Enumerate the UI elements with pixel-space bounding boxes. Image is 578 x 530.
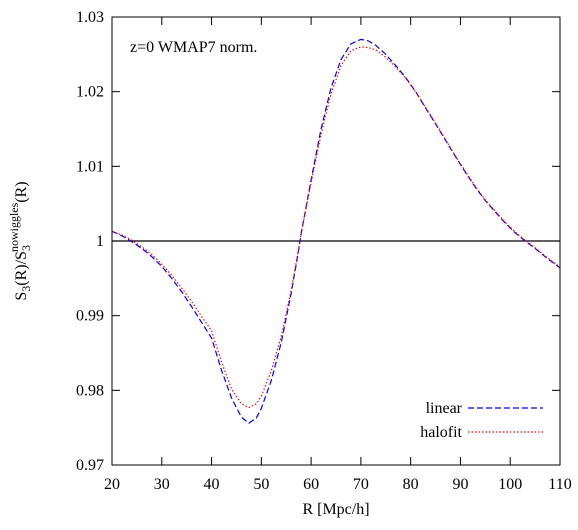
x-tick-label: 110 [548,476,571,493]
series-line-halofit [111,46,561,409]
x-tick-label: 40 [204,476,220,493]
y-tick-label: 0.98 [76,382,104,399]
legend-label-halofit: halofit [420,424,462,441]
y-tick-label: 1.02 [76,84,104,101]
y-label-sub1: 3 [19,286,33,292]
x-tick-label: 80 [403,476,419,493]
series-layer [111,38,561,424]
x-tick-label: 100 [498,476,522,493]
y-tick-label: 1.03 [76,9,104,26]
y-tick-label: 1 [96,233,104,250]
x-tick-label: 60 [303,476,319,493]
x-tick-label: 50 [253,476,269,493]
x-tick-label: 70 [353,476,369,493]
y-tick-label: 1.01 [76,158,104,175]
x-tick-label: 20 [104,476,120,493]
legend-label-linear: linear [426,400,463,417]
annotation-text: z=0 WMAP7 norm. [130,39,257,56]
ticks-layer: 20 30 40 50 60 70 80 90 100 110 0.97 0.98 0.99 1 1.01 1… [76,9,572,493]
y-label-mid: (R)/S [13,251,30,286]
x-tick-label: 90 [452,476,468,493]
legend: linear halofit [420,400,543,441]
y-label-main: S [13,292,30,301]
plot-frame [111,16,561,466]
series-line-linear [111,38,561,424]
y-label-sub2: 3 [19,245,33,251]
y-label-end: (R) [13,181,30,202]
x-tick-label: 30 [154,476,170,493]
y-tick-label: 0.99 [76,308,104,325]
y-label-sup: nowiggles [7,202,21,252]
y-tick-label: 0.97 [76,457,104,474]
x-axis-label: R [Mpc/h] [302,501,369,518]
y-axis-label: S3(R)/S3nowiggles(R) [7,181,33,300]
